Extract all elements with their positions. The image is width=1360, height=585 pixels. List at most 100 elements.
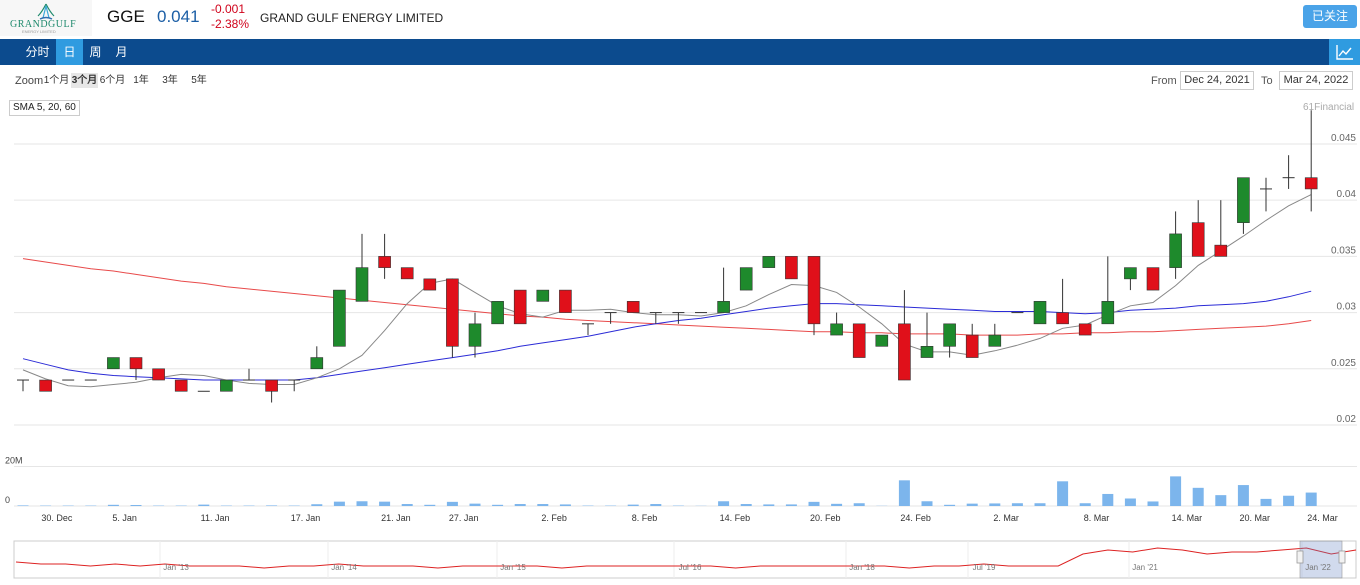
candle-body: [468, 323, 482, 347]
from-date-input[interactable]: Dec 24, 2021: [1180, 71, 1254, 90]
navigator-handle: [1296, 550, 1304, 564]
candle-body: [739, 267, 753, 291]
sma-lines: [22, 194, 1312, 388]
company-logo: GRANDGULF ENERGY LIMITED: [0, 0, 92, 36]
price-tick-label: 0.045: [1331, 133, 1356, 144]
last-price: 0.041: [157, 7, 200, 26]
ticker-symbol: GGE: [107, 7, 145, 26]
candle-body: [107, 357, 120, 370]
tab-intraday[interactable]: 分时: [25, 45, 50, 59]
volume-bar: [1260, 498, 1272, 506]
date-tick-label: 24. Mar: [1307, 513, 1338, 523]
candlestick-series: [17, 110, 1318, 403]
sma60-line: [22, 258, 1312, 336]
candle-body: [129, 357, 143, 370]
candle-body: [965, 334, 979, 358]
date-tick-label: 24. Feb: [900, 513, 931, 523]
to-date-input[interactable]: Mar 24, 2022: [1279, 71, 1353, 90]
date-tick-label: 20. Feb: [810, 513, 841, 523]
candle-body: [1214, 244, 1228, 257]
navigator-series-line: [15, 547, 1357, 569]
candle-body: [626, 301, 640, 313]
sma5-line: [22, 194, 1312, 388]
chart-credit: 61Financial: [1303, 102, 1355, 113]
candle-body: [333, 289, 346, 347]
volume-grid: 20M 0: [5, 456, 1357, 507]
volume-bar: [401, 504, 413, 506]
range-toolbar: Zoom 1个月 3个月 6个月 1年 3年 5年 From Dec 24, 2…: [0, 66, 1360, 98]
volume-bar: [1192, 487, 1204, 506]
price-grid: [14, 143, 1357, 426]
volume-bar: [1170, 476, 1182, 506]
price-tick-label: 0.02: [1337, 414, 1357, 425]
date-tick-label: 17. Jan: [291, 513, 321, 523]
price-tick-label: 0.03: [1337, 302, 1357, 313]
candle-body: [1146, 267, 1160, 291]
volume-bar: [266, 505, 278, 506]
volume-bar: [492, 504, 504, 506]
date-tick-label: 5. Jan: [112, 513, 137, 523]
volume-bar: [831, 503, 843, 506]
range-navigator[interactable]: Jan '13 Jan '14 Jan '15 Jul '16 Jan '18 Jul '…: [13, 540, 1357, 579]
company-name: GRAND GULF ENERGY LIMITED: [260, 11, 444, 25]
price-change-percent: -2.38%: [211, 17, 250, 31]
date-tick-label: 2. Feb: [541, 513, 567, 523]
volume-tick-label: 20M: [5, 456, 23, 466]
candle-body: [785, 256, 798, 280]
candle-body: [400, 267, 414, 280]
candle-body: [446, 278, 459, 347]
tab-daily[interactable]: 日: [56, 39, 83, 65]
volume-tick-label: 0: [5, 495, 10, 505]
zoom-3y-button[interactable]: 3年: [162, 75, 178, 86]
volume-bar: [989, 503, 1001, 506]
zoom-3m-button[interactable]: 3个月: [71, 73, 98, 88]
candle-body: [830, 323, 843, 336]
navigator-label: Jan '13: [163, 563, 189, 572]
candle-body: [1304, 177, 1318, 190]
volume-bar: [808, 501, 820, 506]
candle-body: [559, 289, 572, 313]
candle-body: [1033, 301, 1047, 325]
price-change: -0.001: [211, 2, 246, 16]
date-tick-label: 20. Mar: [1239, 513, 1270, 523]
volume-bar: [853, 503, 865, 506]
tab-weekly[interactable]: 周: [89, 45, 102, 59]
volume-series: [17, 476, 1317, 506]
candle-body: [513, 289, 527, 325]
zoom-1m-button[interactable]: 1个月: [43, 75, 70, 86]
zoom-6m-button[interactable]: 6个月: [99, 75, 126, 86]
candle-body: [1191, 222, 1205, 257]
volume-bar: [446, 501, 458, 506]
volume-bar: [469, 503, 481, 506]
candle-body: [1237, 177, 1250, 223]
candle-body: [1056, 312, 1069, 325]
volume-bar: [1283, 495, 1295, 506]
zoom-5y-button[interactable]: 5年: [191, 75, 207, 86]
candle-body: [265, 379, 278, 392]
volume-bar: [718, 501, 730, 506]
chart-type-button[interactable]: [1329, 39, 1360, 65]
candle-body: [898, 323, 911, 381]
navigator-label: Jan '22: [1305, 563, 1331, 572]
logo-wordmark: GRANDGULF: [10, 19, 77, 30]
follow-button[interactable]: 已关注: [1303, 5, 1357, 28]
navigator-label: Jul '16: [679, 563, 702, 572]
zoom-label: Zoom: [15, 75, 44, 87]
zoom-1y-button[interactable]: 1年: [133, 75, 149, 86]
volume-bar: [921, 501, 933, 506]
date-axis: 30. Dec 5. Jan 11. Jan 17. Jan 21. Jan 27. Ja…: [41, 513, 1337, 523]
navigator-label: Jan '15: [500, 563, 526, 572]
candle-body: [1078, 323, 1092, 336]
navigator-handle: [1338, 550, 1346, 564]
volume-bar: [107, 504, 119, 506]
navigator-label: Jan '14: [331, 563, 357, 572]
date-tick-label: 27. Jan: [449, 513, 479, 523]
candle-body: [807, 256, 821, 325]
header-bar: GRANDGULF ENERGY LIMITED GGE 0.041 -0.00…: [0, 0, 1360, 36]
sma-legend[interactable]: SMA 5, 20, 60: [9, 100, 80, 116]
volume-bar: [1011, 503, 1023, 506]
tab-monthly[interactable]: 月: [115, 45, 128, 59]
volume-bar: [311, 504, 323, 506]
volume-bar: [130, 505, 142, 506]
